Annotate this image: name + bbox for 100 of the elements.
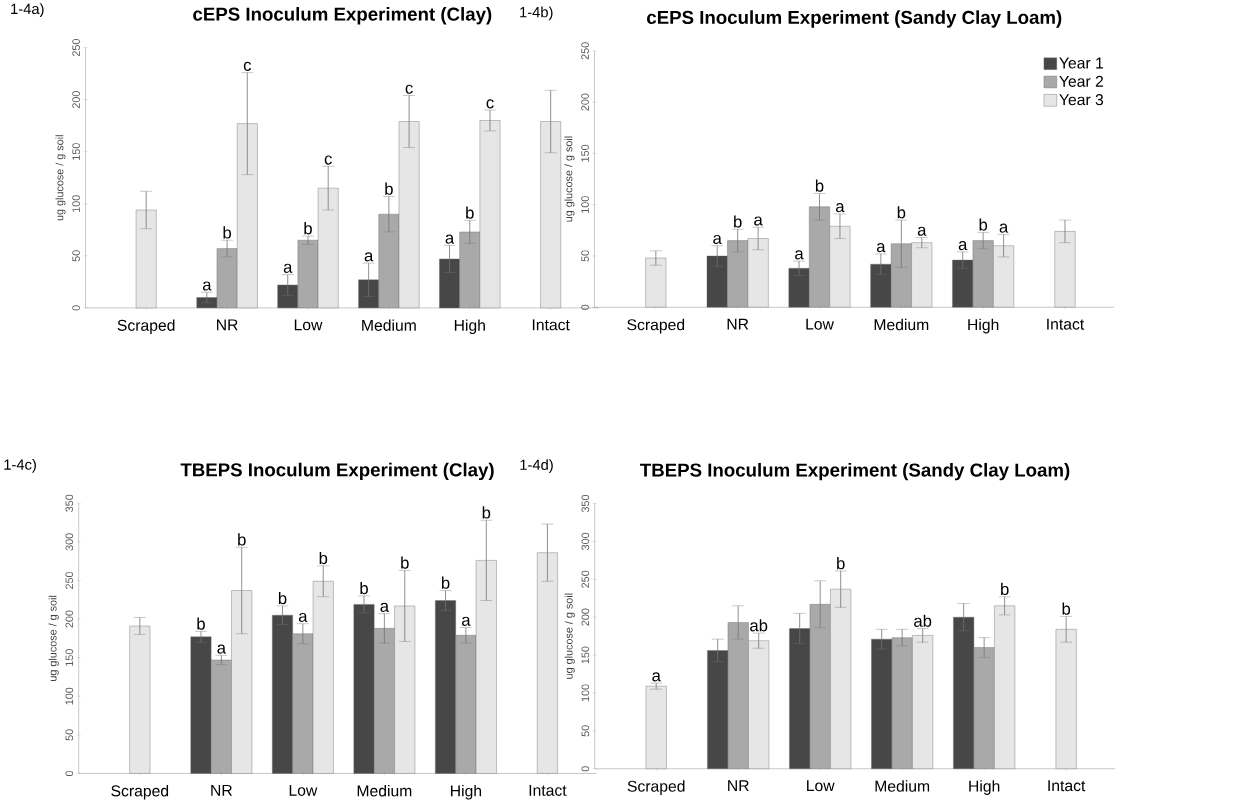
y-tick-label: 100 xyxy=(581,684,590,702)
x-tick-label: High xyxy=(451,785,482,800)
text: 1-4a) xyxy=(11,3,44,18)
data-label: b xyxy=(441,576,450,590)
x-tick-label: NR xyxy=(728,780,749,792)
x-tick-label: High xyxy=(968,318,999,334)
y-tick-label: 200 xyxy=(72,91,80,109)
y-tick-label: 50 xyxy=(72,250,80,262)
y-tick-label: 0 xyxy=(581,766,590,772)
data-label: b xyxy=(385,182,393,195)
y-tick-label: 350 xyxy=(581,495,590,513)
data-label: b xyxy=(897,206,906,219)
data-label: b xyxy=(401,556,409,569)
data-label: a xyxy=(754,216,763,226)
chart-title: cEPS Inoculum Experiment (Sandy Clay Loam) xyxy=(647,10,1062,28)
data-label: a xyxy=(836,203,845,213)
data-label: a xyxy=(217,644,226,654)
legend-label: Year 3 xyxy=(1059,94,1104,106)
data-label: c xyxy=(324,155,332,165)
y-tick-label: 250 xyxy=(581,42,589,60)
data-label: a xyxy=(713,235,722,245)
text: 1-4d) xyxy=(520,459,553,474)
y-axis-title: ug glucose / g soil xyxy=(564,136,575,222)
data-label: a xyxy=(958,241,968,251)
data-label: b xyxy=(466,206,474,219)
data-label: c xyxy=(405,84,413,94)
text: 1-4b) xyxy=(520,6,553,21)
y-tick-label: 0 xyxy=(581,304,589,311)
chart-title: TBEPS Inoculum Experiment (Sandy Clay Loam) xyxy=(640,463,1070,481)
data-label: b xyxy=(223,226,232,239)
data-label: b xyxy=(837,557,845,570)
x-tick-label: NR xyxy=(727,318,749,330)
x-tick-label: Low xyxy=(289,785,318,797)
data-label: a xyxy=(202,281,212,291)
data-label: b xyxy=(197,617,205,630)
data-label: b xyxy=(1062,602,1071,615)
x-tick-label: Low xyxy=(294,319,323,331)
y-tick-label: 50 xyxy=(65,729,74,741)
data-label: a xyxy=(795,250,804,260)
y-tick-label: 50 xyxy=(581,725,590,737)
x-tick-label: Intact xyxy=(529,785,567,797)
x-tick-label: Scraped xyxy=(627,318,685,334)
data-label: a xyxy=(999,223,1009,233)
y-tick-label: 250 xyxy=(72,39,80,57)
data-label: b xyxy=(482,506,491,519)
legend-label: Year 2 xyxy=(1059,75,1103,88)
y-tick-label: 150 xyxy=(581,145,589,162)
y-axis-title: ug glucose / g soil xyxy=(55,135,66,221)
data-label: a xyxy=(876,243,886,253)
y-tick-label: 0 xyxy=(65,771,74,777)
data-label: a xyxy=(364,252,374,262)
x-tick-label: NR xyxy=(211,785,232,796)
data-label: ab xyxy=(914,614,932,628)
y-tick-label: 250 xyxy=(65,572,74,590)
x-tick-label: Low xyxy=(806,318,834,330)
y-tick-label: 200 xyxy=(581,608,590,626)
y-tick-label: 200 xyxy=(65,610,74,628)
y-tick-label: 300 xyxy=(581,533,590,551)
y-tick-label: 100 xyxy=(581,196,589,214)
x-tick-label: NR xyxy=(217,319,238,331)
chart-title: TBEPS Inoculum Experiment (Clay) xyxy=(180,462,494,481)
y-tick-label: 350 xyxy=(65,494,74,513)
data-label: b xyxy=(319,552,328,565)
x-tick-label: Medium xyxy=(357,785,412,797)
y-tick-label: 0 xyxy=(72,305,80,311)
data-label: b xyxy=(734,215,742,228)
data-label: a xyxy=(380,603,390,613)
data-label: b xyxy=(815,179,824,192)
x-tick-label: High xyxy=(969,780,1000,796)
x-tick-label: Medium xyxy=(874,318,929,331)
chart-title: cEPS Inoculum Experiment (Clay) xyxy=(193,7,492,25)
x-tick-label: Scraped xyxy=(111,785,169,800)
x-tick-label: Intact xyxy=(1048,780,1086,792)
x-tick-label: High xyxy=(454,319,485,335)
y-tick-label: 100 xyxy=(65,687,74,705)
data-label: b xyxy=(979,218,988,231)
x-tick-label: Scraped xyxy=(627,780,685,796)
x-tick-label: Low xyxy=(807,780,835,792)
data-label: a xyxy=(917,226,927,237)
data-label: a xyxy=(445,234,455,244)
legend-label: Year 1 xyxy=(1059,57,1103,69)
data-label: c xyxy=(243,61,252,72)
y-tick-label: 150 xyxy=(581,646,590,664)
data-label: ab xyxy=(750,619,768,632)
y-tick-label: 300 xyxy=(65,533,74,551)
y-tick-label: 150 xyxy=(65,649,74,667)
data-label: a xyxy=(298,613,308,623)
x-tick-label: Scraped xyxy=(117,319,175,335)
data-label: b xyxy=(360,582,368,595)
y-axis-title: ug glucose / g soil xyxy=(48,596,59,682)
x-tick-label: Intact xyxy=(532,319,570,331)
y-tick-label: 100 xyxy=(72,195,80,213)
data-label: a xyxy=(283,263,293,274)
y-tick-label: 200 xyxy=(581,93,589,111)
y-tick-label: 250 xyxy=(581,570,590,588)
data-label: b xyxy=(1001,582,1009,596)
y-tick-label: 50 xyxy=(581,250,589,262)
data-label: b xyxy=(304,222,312,235)
x-tick-label: Medium xyxy=(362,319,416,332)
text: 1-4c) xyxy=(4,459,36,473)
